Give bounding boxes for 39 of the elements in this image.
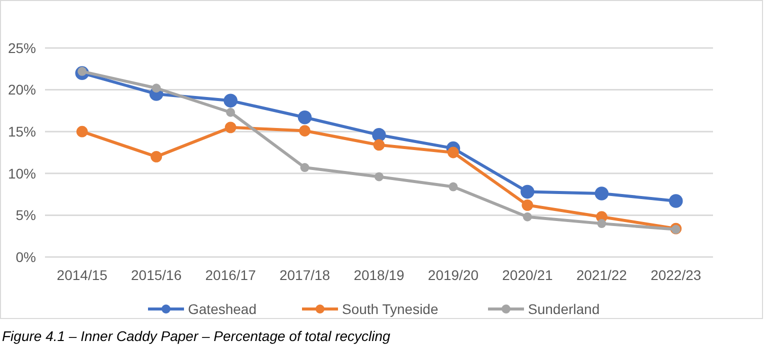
x-tick-label: 2020/21 [502, 267, 553, 283]
y-tick-label: 15% [8, 124, 36, 140]
y-tick-label: 25% [8, 40, 36, 56]
point [150, 150, 162, 162]
legend-label: Gateshead [188, 300, 256, 317]
x-tick-label: 2019/20 [428, 267, 479, 283]
x-tick-label: 2021/22 [576, 267, 628, 283]
caption: Figure 4.1 – Inner Caddy Paper – Percentage of total recycling [2, 328, 391, 344]
point [299, 125, 310, 136]
point [594, 186, 609, 200]
x-tick-label: 2014/15 [56, 267, 108, 283]
point [448, 182, 458, 192]
y-tick-label: 20% [8, 82, 36, 98]
point [373, 139, 385, 151]
point [224, 94, 238, 108]
point [522, 212, 532, 222]
y-tick-label: 5% [16, 207, 36, 224]
point [520, 184, 534, 199]
point [298, 110, 312, 124]
x-tick-label: 2018/19 [354, 267, 405, 283]
point [522, 199, 534, 211]
point [300, 163, 310, 172]
point [448, 146, 459, 158]
point [224, 122, 236, 134]
point [226, 108, 236, 117]
point [668, 194, 683, 208]
y-tick-label: 0% [16, 248, 36, 265]
point [372, 128, 386, 142]
y-tick-label: 10% [8, 165, 36, 182]
x-tick-label: 2017/18 [279, 267, 330, 283]
point [152, 84, 161, 93]
point [597, 219, 606, 228]
point [76, 126, 88, 138]
point [374, 172, 384, 182]
legend-label: Sunderland [528, 300, 600, 317]
x-tick-label: 2022/23 [650, 267, 702, 283]
x-tick-label: 2016/17 [205, 267, 256, 283]
legend-label: South Tyneside [342, 300, 438, 317]
x-tick-label: 2015/16 [131, 267, 182, 283]
